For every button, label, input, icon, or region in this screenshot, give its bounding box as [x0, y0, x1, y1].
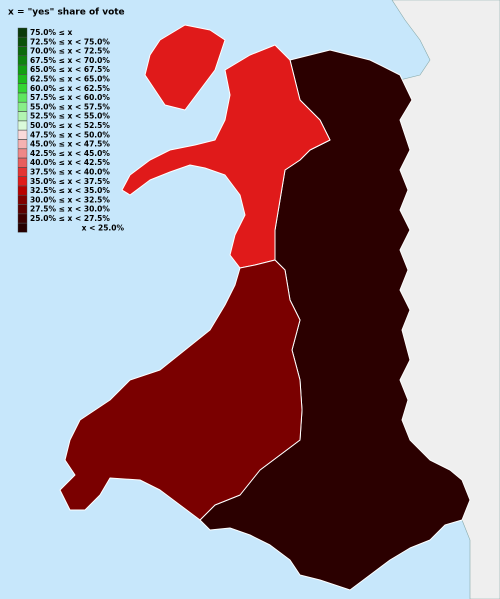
legend-label: 27.5% ≤ x < 30.0% [30, 205, 110, 214]
legend-swatch [17, 130, 28, 140]
legend-swatch [17, 139, 28, 149]
legend-swatch [17, 223, 28, 233]
legend-swatch [17, 213, 28, 224]
legend-swatch [17, 157, 28, 168]
legend-label: 25.0% ≤ x < 27.5% [30, 214, 110, 223]
legend-label: 75.0% ≤ x [30, 28, 73, 37]
anglesey [144, 24, 226, 111]
legend-label: 32.5% ≤ x < 35.0% [30, 186, 110, 195]
legend-label: 42.5% ≤ x < 45.0% [30, 149, 110, 158]
legend-label: 72.5% ≤ x < 75.0% [30, 37, 110, 46]
legend-label: 37.5% ≤ x < 40.0% [30, 168, 110, 177]
legend-label: 70.0% ≤ x < 72.5% [30, 47, 110, 56]
legend-swatch [17, 74, 28, 84]
north-west-wales [121, 44, 331, 269]
legend-label: 67.5% ≤ x < 70.0% [30, 56, 110, 65]
legend-label: 65.0% ≤ x < 67.5% [30, 65, 110, 74]
legend-swatch [17, 64, 28, 75]
legend-label: 45.0% ≤ x < 47.5% [30, 140, 110, 149]
legend-swatch [17, 148, 28, 159]
legend-label: 30.0% ≤ x < 32.5% [30, 195, 110, 204]
legend-swatch [17, 46, 28, 56]
legend-label: 52.5% ≤ x < 55.0% [30, 112, 110, 121]
legend-label: 50.0% ≤ x < 52.5% [30, 121, 110, 130]
legend-swatch [17, 102, 28, 112]
legend-swatch [17, 111, 28, 121]
legend-swatch [17, 37, 28, 47]
legend: x = "yes" share of vote 75.0% ≤ x72.5% ≤… [8, 8, 125, 233]
legend-label: 55.0% ≤ x < 57.5% [30, 102, 110, 111]
legend-label: 62.5% ≤ x < 65.0% [30, 75, 110, 84]
legend-swatch [17, 55, 28, 66]
legend-label: 40.0% ≤ x < 42.5% [30, 158, 110, 167]
legend-label: 47.5% ≤ x < 50.0% [30, 130, 110, 139]
legend-label: x < 25.0% [82, 223, 125, 232]
legend-label: 35.0% ≤ x < 37.5% [30, 177, 110, 186]
legend-swatch [17, 185, 28, 196]
legend-swatch [17, 176, 28, 187]
legend-swatch [17, 27, 28, 38]
legend-label: 57.5% ≤ x < 60.0% [30, 93, 110, 102]
legend-label: 60.0% ≤ x < 62.5% [30, 84, 110, 93]
legend-swatch [17, 167, 28, 177]
south-west-wales [59, 259, 303, 521]
legend-swatch [17, 83, 28, 94]
legend-swatch [17, 92, 28, 103]
legend-title: x = "yes" share of vote [8, 8, 125, 18]
legend-swatch [17, 195, 28, 205]
legend-swatch [17, 204, 28, 214]
legend-swatch [17, 120, 28, 131]
